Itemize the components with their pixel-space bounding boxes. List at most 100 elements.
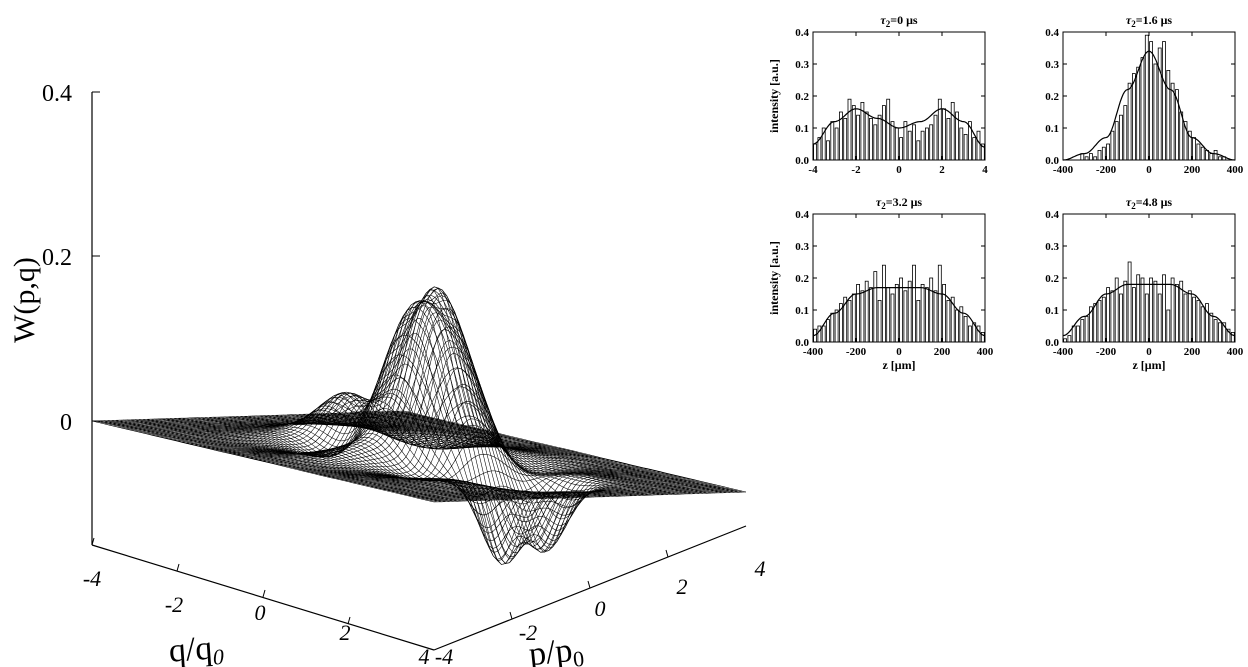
panel-title-sub: 2 [886, 19, 891, 29]
y-tick-label: 0.2 [795, 273, 809, 285]
mesh-line-q [173, 401, 486, 441]
histogram-bar [903, 290, 908, 343]
mesh-line-q [408, 485, 721, 497]
histogram-bar [894, 127, 899, 161]
y-tick-label: 0.1 [1045, 305, 1059, 317]
histogram-panel-2: τ2=1.6 μs 0.0 0.1 0.2 0.3 0.4 -400 -200 0 200 400 [1045, 13, 1244, 176]
mesh-line-q [211, 399, 524, 457]
mesh-line-q [186, 392, 499, 444]
y-tick-label: 0.4 [1045, 209, 1059, 221]
x-tick-label: 400 [1227, 164, 1244, 176]
x-tick-label: -2 [851, 164, 861, 176]
histogram-bar [899, 137, 903, 161]
y-tick-label: 0.3 [1045, 59, 1059, 71]
mesh-line-q [288, 319, 601, 468]
mesh-line-q [365, 475, 678, 558]
x-tick-label: 200 [1184, 346, 1201, 358]
y-tick-label: 0.1 [1045, 123, 1059, 135]
histogram-bar [886, 98, 891, 161]
q-axis-label: q/q0 [168, 629, 225, 667]
histogram-bar [877, 299, 882, 343]
mesh-line-q [100, 412, 413, 424]
x-tick-label: -400 [1053, 164, 1074, 176]
y-tick-label: 0.4 [1045, 27, 1059, 39]
histogram-bar [856, 114, 860, 161]
q-tick-mark [262, 589, 266, 598]
histogram-bar [860, 290, 865, 343]
panel-title-symbol: τ [1126, 195, 1132, 209]
fit-curve [1062, 283, 1236, 337]
x-axis-label: z [μm] [1132, 358, 1165, 372]
histogram-bar [1132, 287, 1136, 343]
histogram-bar [920, 130, 925, 161]
histogram-bar [1080, 319, 1085, 343]
histogram-bar [1209, 312, 1214, 343]
panel-title-symbol: τ [876, 195, 882, 209]
panel-title-value: =1.6 μs [1136, 13, 1173, 27]
q-axis-label-sub: 0 [212, 644, 225, 667]
q-tick-label: -2 [165, 592, 183, 617]
y-tick-label: 0.1 [795, 123, 809, 135]
histogram-bar [976, 130, 981, 161]
p-tick-label: -2 [519, 620, 537, 645]
histogram-bar [1140, 57, 1145, 161]
x-tick-label: 0 [1146, 346, 1152, 358]
histogram-bar [834, 127, 839, 161]
histogram-bar [916, 140, 921, 161]
q-tick-mark [347, 616, 351, 625]
histogram-bar [1119, 114, 1123, 161]
mesh-line-q [386, 480, 700, 507]
y-tick-label: 0.1 [795, 305, 809, 317]
mesh-line-q [156, 417, 469, 437]
histogram-bar [963, 315, 968, 343]
mesh-line-q [318, 418, 631, 481]
p-axis-label: p/p0 [527, 631, 585, 667]
histogram-bar [1114, 277, 1119, 343]
histogram-bar [1106, 143, 1110, 161]
y-tick-label: 0.3 [1045, 241, 1059, 253]
y-tick-label: 0.4 [795, 27, 809, 39]
histogram-bar [1192, 137, 1196, 161]
mesh-line-q [425, 489, 738, 501]
x-tick-label: -200 [1096, 164, 1117, 176]
histogram-bar [1196, 143, 1201, 161]
y-tick-label: 0.3 [795, 241, 809, 253]
histogram-bar [1084, 315, 1089, 343]
histogram-bar [1110, 290, 1115, 343]
mesh-line-q [164, 409, 477, 439]
panel-title-value: =0 μs [890, 13, 918, 27]
histogram-bar [1127, 261, 1132, 343]
mesh-line-q [284, 312, 597, 467]
histogram-bar [929, 277, 934, 343]
histogram-bar [877, 114, 882, 161]
histogram-bar [830, 312, 835, 343]
mesh-line-q [275, 302, 588, 465]
p-tick-label: 0 [595, 596, 606, 621]
z-tick-label: 0 [60, 410, 72, 436]
histogram-bar [1200, 306, 1205, 343]
histogram-bar [959, 127, 964, 161]
histogram-bar [950, 102, 955, 161]
histogram-bar [1106, 287, 1110, 343]
histogram-bar [1179, 111, 1184, 161]
histogram-bar [869, 118, 873, 161]
wigner-surface-plot: 0.4 0.2 0 W(p,q) -4 -2 0 2 4 -4 -2 0 2 [8, 81, 766, 667]
histogram-bar [946, 299, 951, 343]
mesh-line-q [404, 484, 717, 496]
mesh-line-q [416, 487, 729, 499]
z-tick-label: 0.2 [42, 245, 72, 271]
histogram-bar [847, 98, 852, 161]
mesh-line-q [344, 470, 657, 534]
x-tick-label: -400 [1053, 346, 1074, 358]
histogram-bar [972, 137, 977, 161]
histogram-bar [1170, 277, 1175, 343]
histogram-bar [1166, 309, 1171, 343]
mesh-line-q [369, 476, 682, 547]
histogram-bar [834, 309, 839, 343]
y-tick-label: 0.0 [1045, 155, 1059, 167]
mesh-line-q [198, 394, 511, 451]
histogram-bar [882, 264, 886, 343]
histogram-bar [890, 121, 895, 161]
